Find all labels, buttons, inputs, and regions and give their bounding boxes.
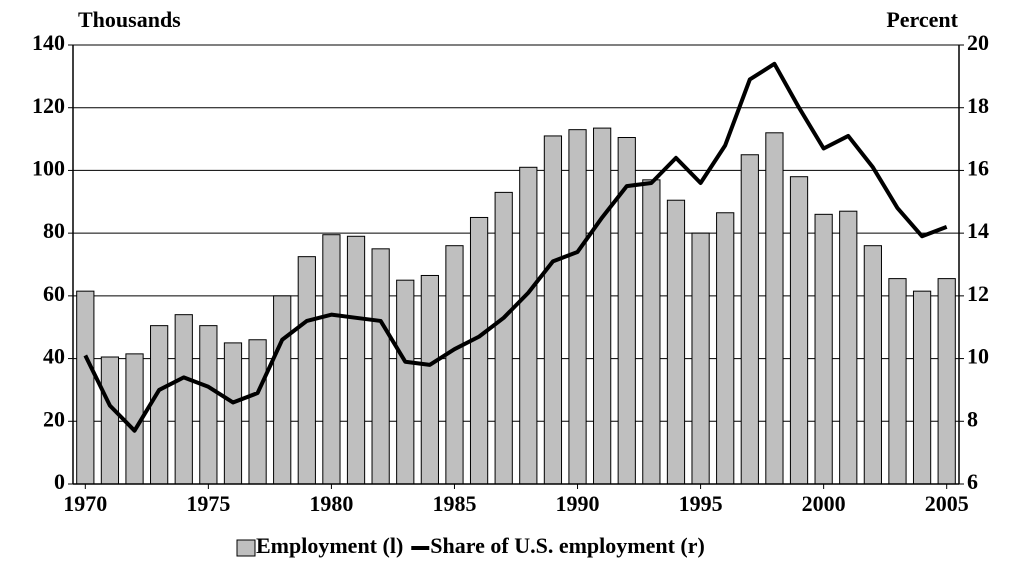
bar	[716, 212, 735, 485]
bar	[863, 245, 882, 485]
y2-tick-label: 12	[967, 281, 989, 306]
bar	[494, 191, 513, 485]
y2-tick-label: 6	[967, 469, 978, 494]
legend-label: Share of U.S. employment (r)	[430, 533, 705, 558]
legend-label: Employment (l)	[256, 533, 403, 558]
x-tick-label: 1985	[432, 491, 476, 516]
bar	[420, 274, 439, 485]
bar	[888, 278, 907, 485]
bar	[593, 127, 612, 485]
bar	[150, 325, 169, 485]
y2-tick-label: 16	[967, 155, 989, 180]
bar	[248, 339, 267, 485]
y-tick-label: 40	[43, 344, 65, 369]
bar	[371, 248, 390, 485]
bar	[617, 137, 636, 485]
y2-tick-label: 10	[967, 344, 989, 369]
bar	[396, 279, 415, 485]
bar	[273, 295, 292, 485]
x-tick-label: 1995	[679, 491, 723, 516]
legend-swatch	[236, 539, 256, 557]
bar	[666, 199, 686, 485]
y-tick-label: 80	[43, 218, 65, 243]
y-tick-label: 60	[43, 281, 65, 306]
x-tick-label: 1980	[309, 491, 353, 516]
bar	[740, 154, 759, 485]
y-tick-label: 120	[32, 93, 65, 118]
bar	[765, 132, 784, 485]
y2-tick-label: 14	[967, 218, 989, 243]
x-tick-label: 1990	[556, 491, 600, 516]
bar	[789, 176, 809, 485]
bar	[297, 256, 316, 485]
line	[83, 61, 948, 433]
bar	[814, 213, 833, 485]
y2-tick-label: 8	[967, 406, 978, 431]
y-axis-title: Thousands	[78, 7, 181, 32]
x-tick-label: 1970	[63, 491, 107, 516]
bar	[519, 166, 538, 485]
bar	[174, 314, 193, 485]
bar	[568, 129, 587, 485]
bar	[76, 290, 95, 485]
bar	[912, 290, 932, 485]
bar	[322, 234, 341, 485]
bar	[445, 245, 464, 485]
bar	[839, 210, 858, 485]
bar	[642, 179, 661, 485]
y-tick-label: 140	[32, 30, 65, 55]
x-tick-label: 2000	[802, 491, 846, 516]
y-tick-label: 0	[54, 469, 65, 494]
bar	[199, 325, 218, 485]
bar	[543, 135, 563, 485]
y2-tick-label: 18	[967, 93, 989, 118]
bar	[691, 232, 710, 485]
y-tick-label: 100	[32, 155, 65, 180]
x-tick-label: 2005	[925, 491, 969, 516]
y-tick-label: 20	[43, 406, 65, 431]
x-tick-label: 1975	[186, 491, 230, 516]
y2-tick-label: 20	[967, 30, 989, 55]
bar	[937, 278, 956, 485]
bar	[223, 342, 243, 485]
y2-axis-title: Percent	[886, 7, 958, 32]
bar	[469, 216, 489, 485]
bar	[346, 235, 366, 485]
bar	[100, 356, 120, 485]
